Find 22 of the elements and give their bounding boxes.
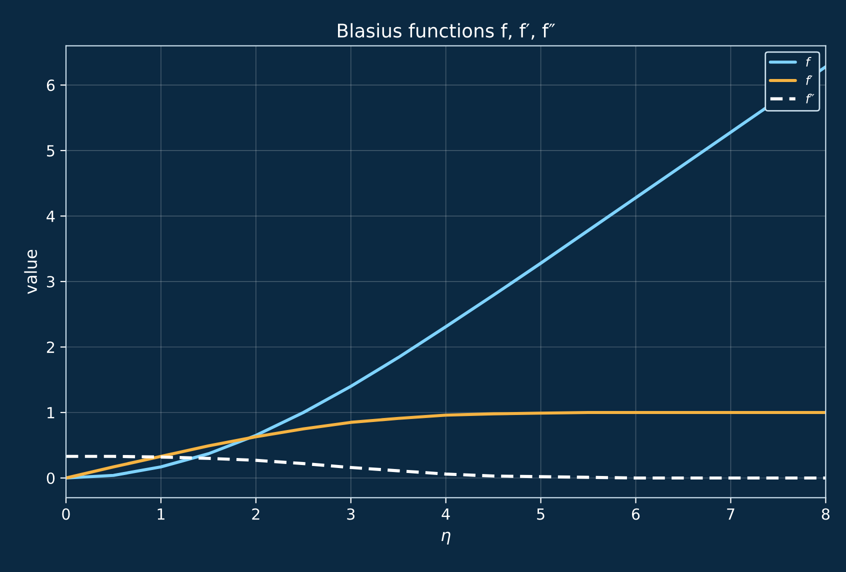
y-tick-label: 5 — [47, 145, 54, 157]
chart-title: Blasius functions f, f′, f″ — [338, 23, 556, 40]
x-tick-label: 7 — [727, 508, 734, 520]
legend-label: f″ — [806, 94, 814, 104]
x-tick-label: 4 — [442, 508, 450, 520]
x-axis-title: η — [442, 532, 450, 545]
y-tick-label: 3 — [47, 276, 54, 288]
legend-label: f′ — [806, 75, 813, 85]
y-tick-label: 4 — [46, 210, 55, 222]
x-tick-label: 8 — [822, 508, 830, 520]
y-tick-label: 6 — [46, 80, 55, 92]
legend-label: f — [806, 57, 812, 67]
x-tick-label: 3 — [347, 508, 355, 520]
y-tick-label: 1 — [48, 407, 54, 418]
y-tick-label: 0 — [46, 472, 55, 484]
x-tick-label: 5 — [537, 508, 544, 520]
x-tick-label: 0 — [62, 508, 70, 520]
y-axis-title: value — [24, 250, 38, 294]
x-tick-label: 2 — [252, 508, 260, 520]
x-tick-label: 1 — [158, 508, 164, 520]
y-tick-label: 2 — [46, 341, 54, 353]
x-tick-label: 6 — [632, 508, 640, 520]
